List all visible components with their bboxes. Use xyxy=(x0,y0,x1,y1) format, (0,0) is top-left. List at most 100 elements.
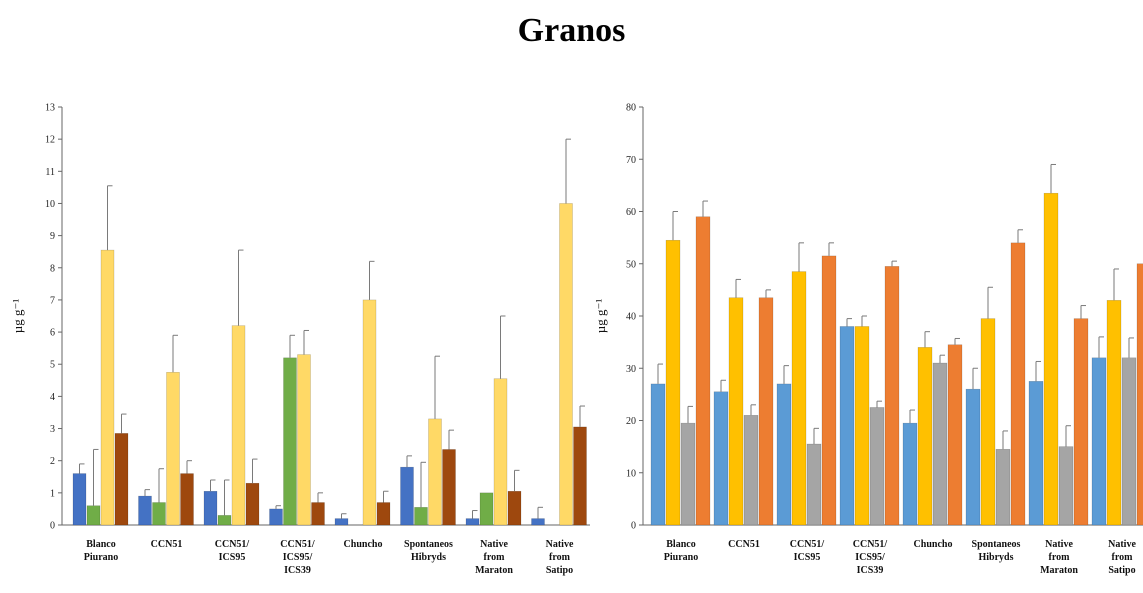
category-label-0-0: Blanco Piurano xyxy=(84,539,118,563)
bar-1-3-0 xyxy=(839,326,855,526)
category-label-line: ICS95/ xyxy=(855,552,885,563)
category-label-line: CCN51/ xyxy=(215,539,250,550)
bar-0-1-1 xyxy=(152,502,166,526)
bar-1-2-3 xyxy=(821,255,837,526)
category-label-1-3: CCN51/ICS95/ICS39 xyxy=(853,539,888,576)
category-label-line: ICS39 xyxy=(284,565,311,576)
y-tick-label: 10 xyxy=(626,468,636,479)
bar-0-2-3 xyxy=(245,482,260,526)
category-label-0-4: Chuncho xyxy=(344,539,383,550)
y-tick-label: 0 xyxy=(631,521,636,532)
category-label-line: from xyxy=(1049,552,1071,563)
bar-0-6-3 xyxy=(507,490,522,526)
bar-1-1-2 xyxy=(743,415,759,526)
category-label-0-3: CCN51/ICS95/ICS39 xyxy=(280,539,315,576)
bar-0-7-2 xyxy=(559,203,573,526)
y-axis-label: µg g⁻¹ xyxy=(595,299,608,334)
category-label-line: from xyxy=(1112,552,1134,563)
y-tick-label: 11 xyxy=(45,167,55,178)
category-label-line: Chuncho xyxy=(344,539,383,550)
bar-0-5-2 xyxy=(428,418,442,526)
bar-0-4-0 xyxy=(334,518,349,526)
bar-1-5-2 xyxy=(995,448,1011,526)
bar-0-6-0 xyxy=(465,518,480,526)
bar-1-6-1 xyxy=(1043,192,1059,526)
y-tick-label: 80 xyxy=(626,103,636,114)
bar-0-2-0 xyxy=(203,490,218,526)
category-label-0-7: Native from Satipo xyxy=(546,539,574,576)
bar-0-3-0 xyxy=(269,508,283,526)
y-tick-label: 30 xyxy=(626,364,636,375)
category-label-line: Maraton xyxy=(1040,565,1078,576)
category-label-line: Maraton xyxy=(475,565,513,576)
category-label-line: Blanco xyxy=(666,539,695,550)
bar-1-3-3 xyxy=(884,266,900,526)
category-label-1-7: Native from Satipo xyxy=(1108,539,1136,576)
category-label-0-6: Native from Maraton xyxy=(475,539,513,576)
category-label-line: CCN51/ xyxy=(280,539,315,550)
category-label-line: CCN51/ xyxy=(853,539,888,550)
bar-1-1-3 xyxy=(758,297,774,526)
category-label-line: ICS95/ xyxy=(283,552,313,563)
category-label-1-1: CCN51 xyxy=(728,539,760,550)
category-label-line: Piurano xyxy=(664,552,698,563)
bar-1-7-2 xyxy=(1121,357,1137,526)
y-tick-label: 12 xyxy=(45,135,55,146)
y-tick-label: 9 xyxy=(50,231,55,242)
bar-1-1-0 xyxy=(713,391,729,526)
bar-0-2-2 xyxy=(231,325,246,526)
category-label-line: ICS39 xyxy=(857,565,884,576)
bar-0-5-1 xyxy=(414,507,428,526)
bar-0-5-0 xyxy=(400,466,414,526)
bar-1-4-1 xyxy=(917,347,933,526)
y-tick-label: 0 xyxy=(50,521,55,532)
category-label-line: Native xyxy=(1108,539,1136,550)
category-label-0-5: Spontaneos Hibryds xyxy=(404,539,453,563)
y-tick-label: 6 xyxy=(50,328,55,339)
bar-0-4-3 xyxy=(376,502,391,526)
category-label-line: CCN51 xyxy=(728,539,760,550)
bar-1-1-1 xyxy=(728,297,744,526)
bar-0-0-0 xyxy=(72,473,87,526)
y-tick-label: 1 xyxy=(50,488,55,499)
bar-1-7-3 xyxy=(1136,263,1143,526)
category-label-1-4: Chuncho xyxy=(914,539,953,550)
bar-0-0-1 xyxy=(86,505,101,526)
bar-1-7-0 xyxy=(1091,357,1107,526)
bar-1-0-3 xyxy=(695,216,711,526)
bar-1-2-0 xyxy=(776,383,792,526)
category-label-1-6: Native from Maraton xyxy=(1040,539,1078,576)
category-label-line: CCN51 xyxy=(151,539,183,550)
bar-1-6-0 xyxy=(1028,381,1044,526)
y-tick-label: 50 xyxy=(626,259,636,270)
bar-0-1-3 xyxy=(180,473,194,526)
bar-1-5-1 xyxy=(980,318,996,526)
category-label-0-1: CCN51 xyxy=(151,539,183,550)
category-label-line: Native xyxy=(480,539,508,550)
category-label-line: Piurano xyxy=(84,552,118,563)
bar-0-7-3 xyxy=(573,426,587,526)
y-tick-label: 7 xyxy=(50,295,55,306)
bar-1-4-0 xyxy=(902,422,918,526)
category-label-1-5: Spontaneos Hibryds xyxy=(972,539,1021,563)
category-label-1-0: Blanco Piurano xyxy=(664,539,698,563)
y-tick-label: 10 xyxy=(45,199,55,210)
bar-0-4-2 xyxy=(362,299,377,526)
bar-1-5-0 xyxy=(965,388,981,526)
bar-0-1-2 xyxy=(166,372,180,526)
bar-0-0-2 xyxy=(100,249,115,526)
bar-1-4-2 xyxy=(932,362,948,526)
y-tick-label: 60 xyxy=(626,207,636,218)
bar-1-3-1 xyxy=(854,326,870,526)
category-label-line: Blanco xyxy=(86,539,115,550)
bar-0-6-1 xyxy=(479,492,494,526)
bar-0-3-3 xyxy=(311,502,325,526)
figure-title: Granos xyxy=(517,12,626,49)
category-label-line: Satipo xyxy=(546,565,573,576)
bar-0-3-2 xyxy=(297,354,311,526)
y-tick-label: 4 xyxy=(50,392,55,403)
y-tick-label: 70 xyxy=(626,155,636,166)
bar-0-5-3 xyxy=(442,449,456,526)
bar-1-2-2 xyxy=(806,443,822,526)
